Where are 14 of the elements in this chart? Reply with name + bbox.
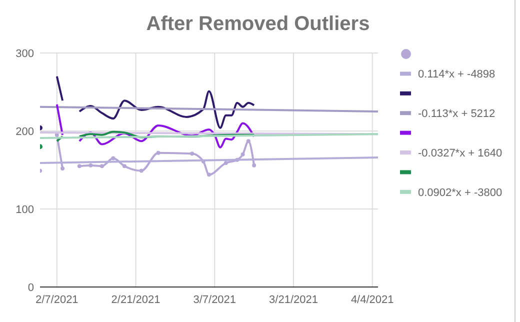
legend-label: 0.0902*x + -3800	[418, 186, 502, 199]
y-tick-label: 200	[16, 126, 34, 138]
y-tick-label: 100	[16, 204, 34, 216]
x-tick-label: 2/7/2021	[35, 294, 78, 306]
x-tick-label: 4/4/2021	[350, 294, 394, 306]
legend-label: -0.0327*x + 1640	[418, 148, 502, 160]
y-tick-label: 0	[28, 282, 34, 294]
legend-label: 0.114*x + -4898	[418, 68, 496, 81]
chart-title: After Removed Outliers	[146, 13, 370, 35]
x-tick-label: 3/21/2021	[269, 294, 318, 306]
x-tick-label: 3/7/2021	[193, 294, 236, 306]
legend-label: -0.113*x + 5212	[418, 108, 496, 120]
x-tick-label: 2/21/2021	[111, 294, 160, 306]
y-tick-label: 300	[16, 48, 34, 60]
